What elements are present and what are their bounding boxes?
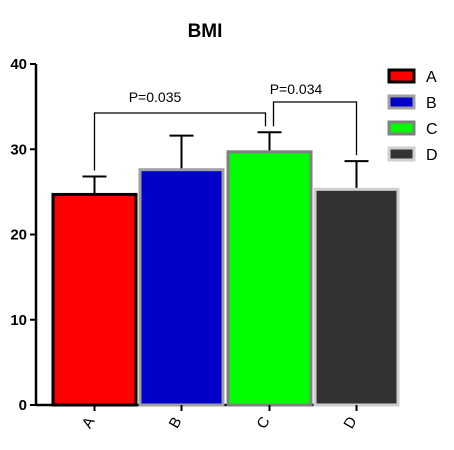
- bar-D: [313, 187, 400, 407]
- x-tick-label-A: A: [79, 414, 99, 431]
- y-tick-label: 40: [10, 56, 27, 73]
- x-tick-label-B: B: [166, 414, 186, 431]
- chart-title: BMI: [188, 21, 223, 42]
- legend-swatch-A: [387, 68, 416, 84]
- plot-area: 0 10 20 30 40 A B C D P=0.035 P=0.034: [10, 56, 400, 432]
- legend-label-A: A: [426, 69, 437, 86]
- significance-bracket: [93, 112, 267, 171]
- significance-bracket: [272, 101, 358, 156]
- legend-swatch-D: [387, 146, 416, 162]
- y-tick-label: 0: [19, 397, 27, 414]
- p-value-annotation: P=0.034: [270, 81, 323, 97]
- y-tick-label: 10: [10, 312, 27, 329]
- legend-label-D: D: [426, 147, 438, 164]
- legend-label-B: B: [426, 95, 437, 112]
- legend-swatch-B: [387, 94, 416, 110]
- bar-B: [138, 168, 225, 407]
- y-tick-label: 20: [10, 227, 27, 244]
- x-tick-label-C: C: [254, 414, 274, 432]
- legend-label-C: C: [426, 121, 438, 138]
- x-tick-label-D: D: [341, 414, 361, 432]
- legend-swatch-C: [387, 120, 416, 136]
- p-value-annotation: P=0.035: [129, 89, 182, 105]
- y-tick-label: 30: [10, 141, 27, 158]
- bar-A: [51, 192, 138, 407]
- bar-C: [226, 150, 313, 407]
